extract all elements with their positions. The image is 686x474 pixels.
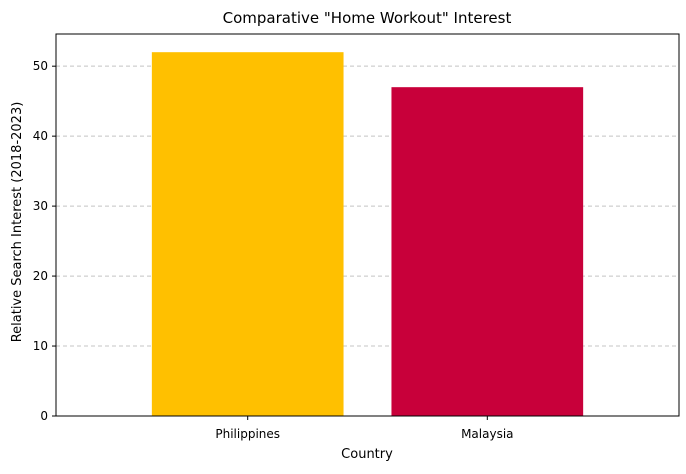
x-tick-label-philippines: Philippines [215,427,280,441]
y-tick-label-40: 40 [33,129,48,143]
y-axis-label: Relative Search Interest (2018-2023) [10,102,25,343]
bars [151,52,584,417]
x-tick-label-malaysia: Malaysia [461,427,513,441]
chart-title: Comparative "Home Workout" Interest [223,9,512,27]
bar-malaysia [391,87,584,417]
x-axis-label: Country [341,447,393,462]
bar-philippines [151,52,344,416]
y-tick-label-10: 10 [33,339,48,353]
y-tick-label-50: 50 [33,59,48,73]
y-tick-label-30: 30 [33,199,48,213]
x-ticks: Philippines Malaysia [215,416,514,441]
axes [55,33,680,417]
y-tick-label-0: 0 [40,409,48,423]
plot-frame [55,33,680,417]
gridlines [56,65,679,347]
y-ticks: 0 10 20 30 40 50 [33,59,56,423]
y-tick-label-20: 20 [33,269,48,283]
